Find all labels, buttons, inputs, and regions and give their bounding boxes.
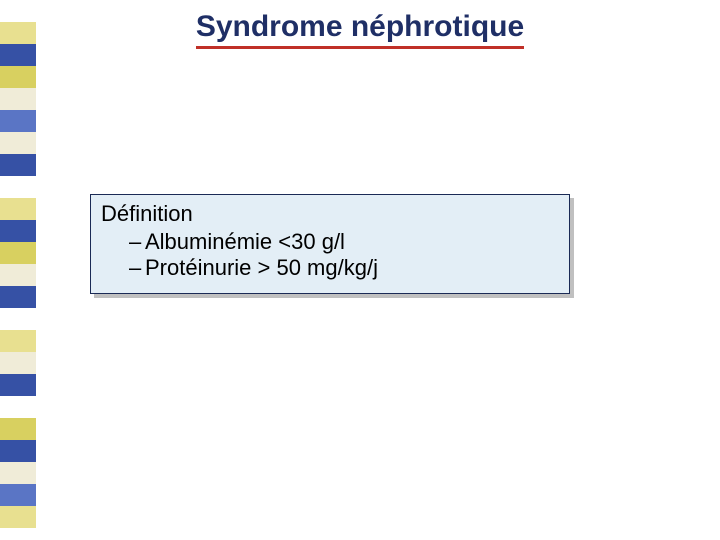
sidebar-segment [0, 132, 36, 154]
sidebar-segment [0, 264, 36, 286]
definition-item: –Protéinurie > 50 mg/kg/j [129, 255, 559, 281]
decorative-sidebar [0, 0, 36, 540]
definition-heading: Définition [101, 201, 559, 227]
definition-list: –Albuminémie <30 g/l–Protéinurie > 50 mg… [129, 229, 559, 281]
sidebar-segment [0, 66, 36, 88]
sidebar-segment [0, 154, 36, 176]
sidebar-segment [0, 418, 36, 440]
sidebar-segment [0, 374, 36, 396]
sidebar-segment [0, 220, 36, 242]
sidebar-segment [0, 110, 36, 132]
sidebar-segment [0, 176, 36, 198]
sidebar-segment [0, 330, 36, 352]
sidebar-segment [0, 286, 36, 308]
definition-item-text: Albuminémie <30 g/l [145, 229, 345, 254]
bullet-dash-icon: – [129, 255, 145, 281]
sidebar-segment [0, 396, 36, 418]
slide-title: Syndrome néphrotique [0, 10, 720, 49]
definition-item-text: Protéinurie > 50 mg/kg/j [145, 255, 378, 280]
sidebar-segment [0, 462, 36, 484]
sidebar-segment [0, 506, 36, 528]
definition-item: –Albuminémie <30 g/l [129, 229, 559, 255]
sidebar-segment [0, 484, 36, 506]
sidebar-segment [0, 528, 36, 540]
slide-title-text: Syndrome néphrotique [196, 10, 524, 49]
sidebar-segment [0, 198, 36, 220]
bullet-dash-icon: – [129, 229, 145, 255]
sidebar-segment [0, 242, 36, 264]
definition-box: Définition –Albuminémie <30 g/l–Protéinu… [90, 194, 570, 294]
sidebar-segment [0, 308, 36, 330]
sidebar-segment [0, 440, 36, 462]
sidebar-segment [0, 352, 36, 374]
sidebar-segment [0, 88, 36, 110]
